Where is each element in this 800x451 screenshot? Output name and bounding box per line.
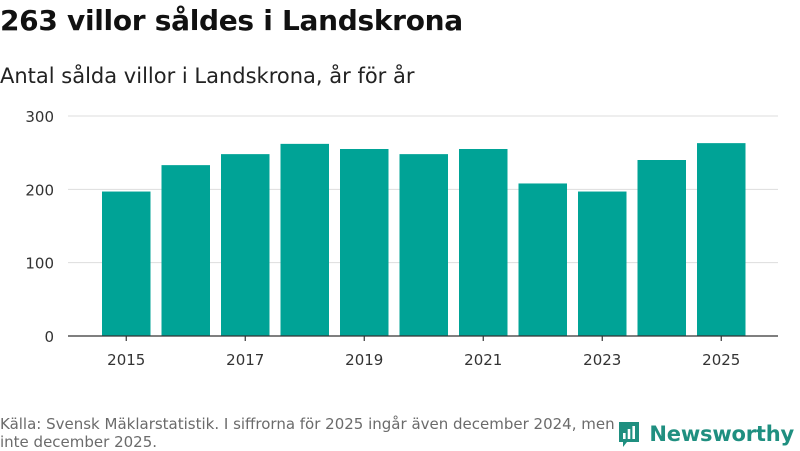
bar-2018	[280, 143, 329, 336]
y-tick-label: 200	[25, 181, 54, 199]
bar-2020	[399, 154, 448, 336]
x-tick-label: 2025	[702, 351, 740, 369]
bar-2022	[518, 183, 567, 336]
chart-title: 263 villor såldes i Landskrona	[0, 4, 463, 37]
x-tick-label: 2017	[226, 351, 264, 369]
y-tick-label: 300	[25, 108, 54, 126]
x-tick-label: 2021	[464, 351, 502, 369]
y-tick-label: 100	[25, 255, 54, 273]
bar-2019	[340, 149, 389, 336]
y-tick-label: 0	[44, 328, 54, 346]
bar-2024	[637, 160, 686, 336]
x-tick-label: 2015	[107, 351, 145, 369]
bar-2017	[221, 154, 270, 336]
bar-chart: 0 100 200 300 2015 2017 2019 2021 2023 2025	[25, 108, 778, 369]
axes: 0 100 200 300 2015 2017 2019 2021 2023 2025	[25, 108, 778, 369]
bar-2016	[161, 165, 210, 336]
brand-name: Newsworthy	[649, 422, 794, 446]
bars	[102, 143, 746, 336]
bar-2015	[102, 191, 151, 336]
x-tick-label: 2023	[583, 351, 621, 369]
bar-2023	[578, 191, 627, 336]
bar-2025	[697, 143, 746, 336]
source-note: Källa: Svensk Mäklarstatistik. I siffror…	[0, 415, 615, 451]
brand: Newsworthy	[617, 419, 794, 449]
bar-chart-logo-icon	[619, 422, 640, 447]
bar-2021	[459, 149, 508, 336]
x-tick-label: 2019	[345, 351, 383, 369]
chart-subtitle: Antal sålda villor i Landskrona, år för …	[0, 64, 415, 88]
